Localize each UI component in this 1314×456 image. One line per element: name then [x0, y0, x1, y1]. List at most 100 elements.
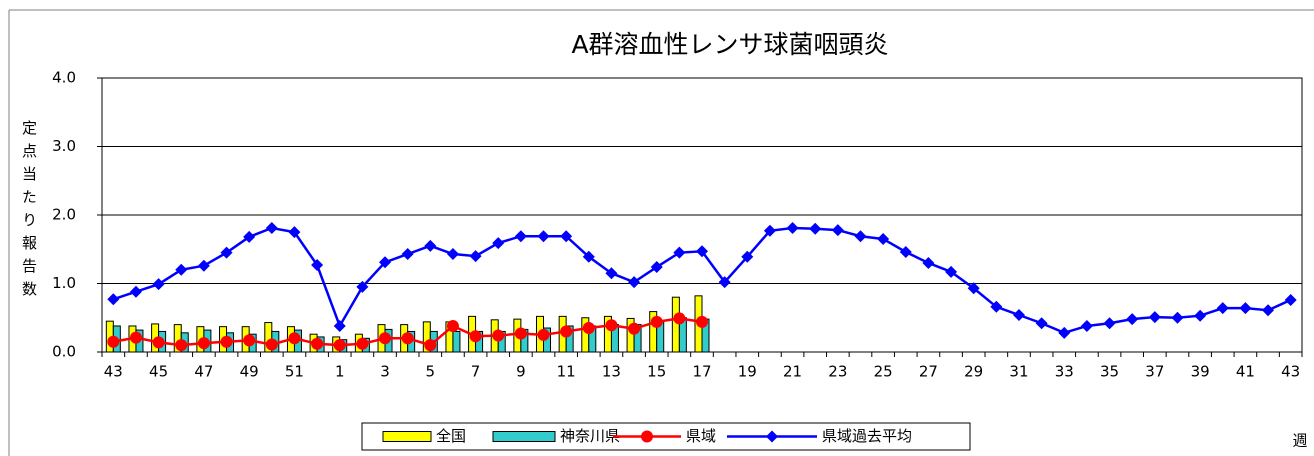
line-marker — [107, 293, 120, 306]
line-marker — [877, 232, 890, 245]
line-marker — [175, 339, 188, 352]
line-marker — [288, 332, 301, 345]
chart-title: A群溶血性レンサ球菌咽頭炎 — [571, 30, 888, 59]
line-marker — [1148, 311, 1161, 324]
line-marker — [401, 248, 414, 261]
line-marker — [107, 335, 120, 348]
y-tick-label: 3.0 — [52, 137, 76, 155]
line-marker — [763, 224, 776, 237]
y-axis-label: 定点当たり報告数 — [20, 120, 38, 304]
line-marker — [831, 224, 844, 237]
line-marker — [311, 337, 324, 350]
x-tick-label: 1 — [335, 363, 345, 381]
line-marker — [424, 339, 437, 352]
line-marker — [243, 230, 256, 243]
line-marker — [1239, 302, 1252, 315]
line-marker — [265, 222, 278, 235]
line-marker — [582, 250, 595, 263]
x-tick-label: 51 — [285, 363, 304, 381]
legend-marker — [766, 430, 778, 443]
legend-label: 県域 — [686, 427, 716, 445]
line-marker — [741, 250, 754, 263]
bar — [565, 325, 574, 353]
line-marker — [537, 328, 550, 341]
line-marker — [560, 230, 573, 243]
line-marker — [537, 230, 550, 243]
x-tick-label: 17 — [692, 363, 711, 381]
line-marker — [401, 332, 414, 345]
bar — [671, 296, 680, 353]
line-marker — [854, 230, 867, 243]
line-marker — [379, 256, 392, 269]
line-marker — [967, 282, 980, 295]
x-tick-label: 29 — [964, 363, 983, 381]
x-tick-label: 7 — [471, 363, 481, 381]
x-tick-label: 43 — [1281, 363, 1300, 381]
x-axis-label: 週 — [1292, 432, 1307, 450]
line-marker — [514, 327, 527, 340]
y-tick-label: 2.0 — [52, 206, 76, 224]
line-marker — [1126, 313, 1139, 326]
legend-label: 全国 — [436, 427, 466, 445]
line-marker — [605, 267, 618, 280]
x-tick-label: 47 — [194, 363, 213, 381]
legend-swatch — [382, 431, 432, 442]
line-marker — [1035, 317, 1048, 330]
line-marker — [696, 315, 708, 328]
line-marker — [718, 276, 731, 289]
line-marker — [1216, 302, 1229, 315]
line-marker — [333, 319, 346, 332]
line-marker — [288, 226, 301, 239]
x-tick-label: 13 — [602, 363, 621, 381]
legend-label: 神奈川県 — [560, 427, 620, 445]
line-marker — [152, 336, 165, 349]
line-marker — [628, 322, 641, 335]
line-marker — [673, 312, 686, 325]
x-tick-label: 21 — [783, 363, 802, 381]
line-marker — [129, 331, 142, 344]
line-marker — [1080, 319, 1093, 332]
line-marker — [379, 332, 392, 345]
line-marker — [696, 245, 708, 258]
line-marker — [922, 256, 935, 269]
x-tick-label: 33 — [1055, 363, 1074, 381]
line-marker — [582, 322, 595, 335]
y-tick-label: 4.0 — [52, 69, 76, 87]
line-marker — [152, 278, 165, 291]
x-tick-label: 35 — [1100, 363, 1119, 381]
line-marker — [809, 222, 822, 235]
line-marker — [514, 230, 527, 243]
line-marker — [492, 237, 505, 250]
line-marker — [197, 337, 210, 350]
line-marker — [628, 276, 641, 289]
line-marker — [1262, 304, 1275, 317]
line-marker — [197, 259, 210, 272]
x-tick-label: 3 — [380, 363, 390, 381]
line-marker — [175, 263, 188, 276]
line-marker — [446, 248, 459, 261]
x-tick-label: 27 — [919, 363, 938, 381]
line-marker — [265, 338, 278, 351]
line-marker — [560, 325, 573, 338]
x-tick-label: 15 — [647, 363, 666, 381]
y-tick-label: 0.0 — [52, 343, 76, 361]
x-tick-label: 49 — [240, 363, 259, 381]
line-marker — [311, 259, 324, 272]
line-marker — [492, 329, 505, 342]
line-marker — [899, 245, 912, 258]
x-tick-label: 11 — [557, 363, 576, 381]
x-tick-label: 37 — [1145, 363, 1164, 381]
line-marker — [220, 335, 233, 348]
line-marker — [650, 261, 663, 274]
line-marker — [356, 337, 369, 350]
x-tick-label: 41 — [1236, 363, 1255, 381]
x-tick-label: 19 — [738, 363, 757, 381]
line-marker — [945, 265, 958, 278]
x-tick-label: 5 — [426, 363, 436, 381]
line-marker — [1012, 309, 1025, 322]
x-tick-label: 43 — [104, 363, 123, 381]
line-marker — [469, 330, 482, 343]
line-marker — [605, 319, 618, 332]
